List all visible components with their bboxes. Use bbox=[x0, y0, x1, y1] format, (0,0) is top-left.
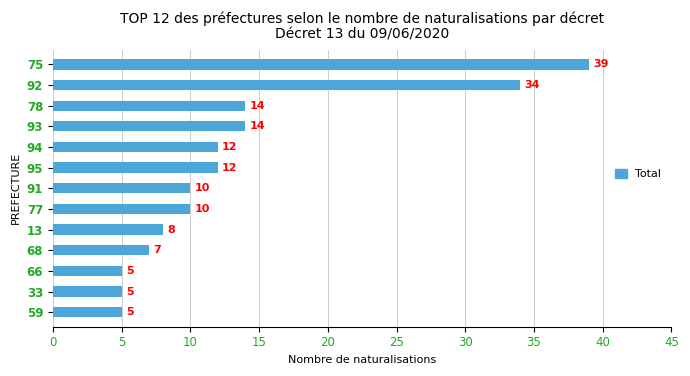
Bar bbox=[53, 204, 190, 214]
Bar bbox=[53, 245, 149, 255]
Title: TOP 12 des préfectures selon le nombre de naturalisations par décret
Décret 13 d: TOP 12 des préfectures selon le nombre d… bbox=[120, 11, 604, 42]
Y-axis label: PREFECTURE: PREFECTURE bbox=[11, 152, 21, 224]
Text: 5: 5 bbox=[126, 307, 133, 317]
Text: 39: 39 bbox=[593, 59, 609, 70]
Text: 7: 7 bbox=[153, 245, 161, 255]
Bar bbox=[53, 224, 163, 235]
Bar bbox=[53, 59, 589, 70]
X-axis label: Nombre de naturalisations: Nombre de naturalisations bbox=[288, 355, 436, 365]
Text: 8: 8 bbox=[167, 224, 175, 235]
Text: 14: 14 bbox=[250, 121, 265, 131]
Text: 5: 5 bbox=[126, 287, 133, 297]
Bar bbox=[53, 162, 218, 173]
Bar bbox=[53, 80, 520, 90]
Text: 34: 34 bbox=[524, 80, 540, 90]
Bar bbox=[53, 287, 121, 297]
Text: 12: 12 bbox=[222, 162, 237, 173]
Bar bbox=[53, 100, 246, 111]
Bar bbox=[53, 142, 218, 152]
Text: 10: 10 bbox=[195, 204, 210, 214]
Bar bbox=[53, 183, 190, 193]
Text: 14: 14 bbox=[250, 101, 265, 111]
Legend: Total: Total bbox=[611, 165, 666, 184]
Text: 10: 10 bbox=[195, 183, 210, 193]
Bar bbox=[53, 307, 121, 317]
Text: 5: 5 bbox=[126, 266, 133, 276]
Bar bbox=[53, 266, 121, 276]
Bar bbox=[53, 121, 246, 132]
Text: 12: 12 bbox=[222, 142, 237, 152]
